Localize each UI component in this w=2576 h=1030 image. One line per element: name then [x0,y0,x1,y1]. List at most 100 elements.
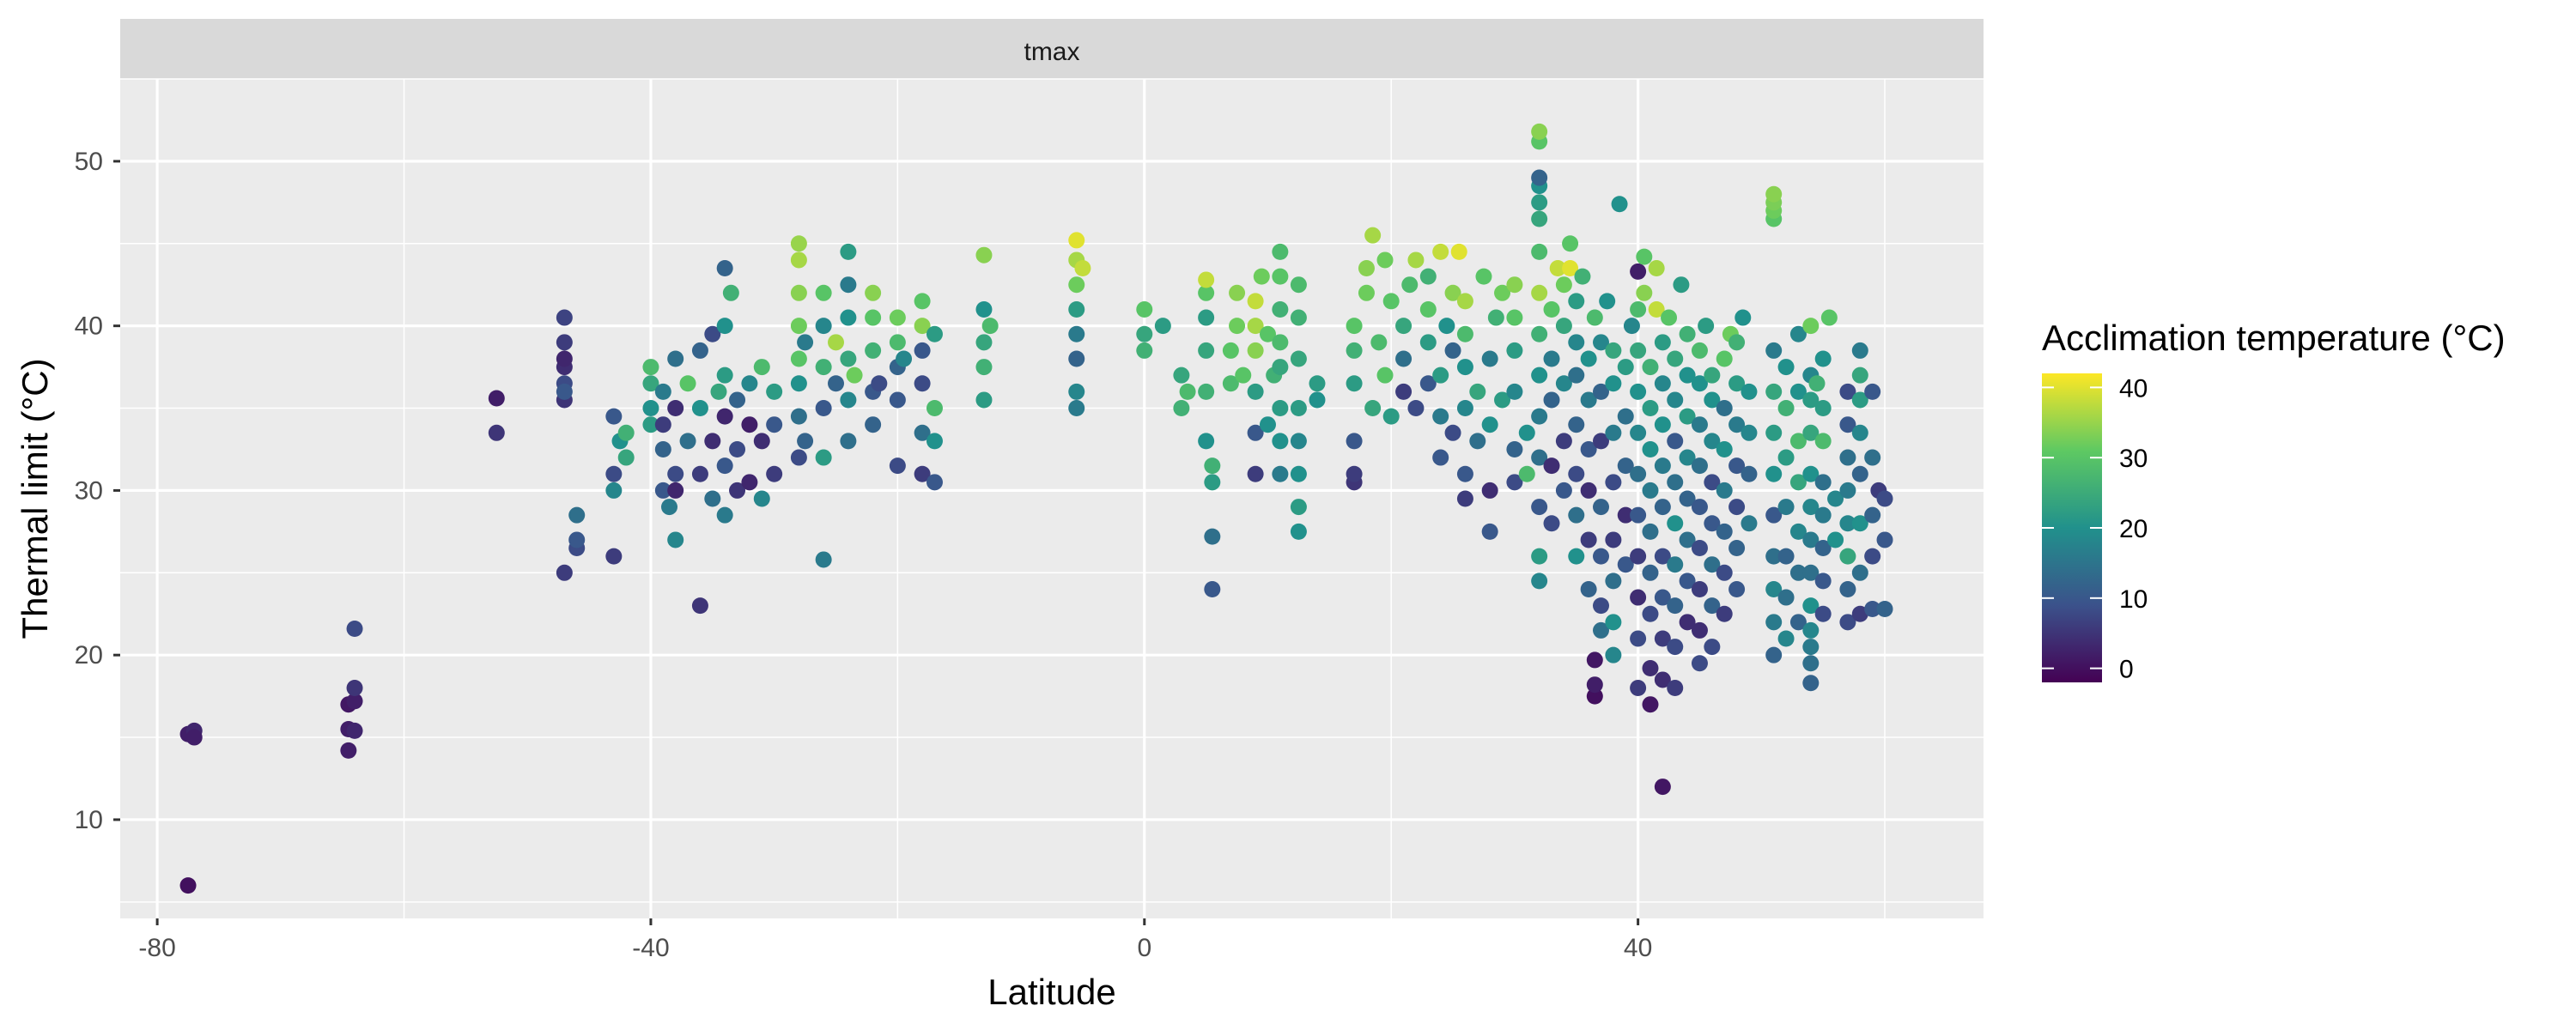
data-point [1851,515,1868,532]
data-point [1630,342,1647,359]
data-point [1741,465,1758,482]
data-point [1679,325,1696,342]
data-point [1346,342,1363,359]
data-point [1555,433,1572,450]
data-point [667,350,684,367]
data-point [1802,675,1820,692]
data-point [1136,325,1153,342]
data-point [1630,589,1647,606]
data-point [1568,293,1585,310]
data-point [1827,490,1844,507]
strip-background [120,19,1984,79]
data-point [605,465,623,482]
data-point [753,433,770,450]
data-point [1617,359,1634,376]
data-points [179,123,1893,894]
data-point [1777,359,1795,376]
data-point [1068,400,1085,417]
data-point [642,375,659,392]
data-point [1543,515,1560,532]
data-point [1802,391,1820,409]
data-point [1642,605,1659,622]
data-point [1789,564,1807,581]
data-point [1593,548,1610,565]
data-point [1593,433,1610,450]
data-point [975,246,993,264]
data-point [1814,400,1832,417]
data-point [896,350,913,367]
grid-lines [120,78,1984,918]
data-point [828,334,845,351]
data-point [1642,660,1659,677]
data-point [1568,465,1585,482]
legend-tick-label: 20 [2119,515,2148,543]
data-point [766,416,783,433]
data-point [1704,639,1721,656]
data-point [1839,580,1856,597]
data-point [1376,251,1394,269]
data-point [1444,284,1461,301]
data-point [716,408,733,425]
data-point [1419,268,1437,285]
data-point [1580,350,1597,367]
data-point [691,400,708,417]
data-point [1506,342,1523,359]
data-point [1851,605,1868,622]
data-point [1136,300,1153,318]
data-point [1376,367,1394,384]
data-point [1290,499,1307,516]
data-point [1272,359,1289,376]
data-point [889,334,906,351]
data-point [1667,680,1684,697]
plot-panel [120,79,1984,918]
data-point [1506,440,1523,457]
legend-tick-label: 10 [2119,585,2148,614]
data-point [790,284,807,301]
data-point [1364,227,1382,244]
y-tick-label: 50 [75,148,103,176]
axes: -80 -40 0 40 10 20 30 40 50 [75,148,1653,962]
data-point [1068,276,1085,294]
data-point [1691,621,1708,639]
data-point [1580,391,1597,409]
data-point [1494,391,1511,409]
y-tick-label: 20 [75,641,103,670]
data-point [1777,630,1795,647]
data-point [1691,416,1708,433]
data-point [1777,589,1795,606]
data-point [1456,359,1473,376]
data-point [1667,556,1684,573]
data-point [1204,474,1221,491]
legend-tick-label: 0 [2119,656,2134,684]
data-point [1290,433,1307,450]
data-point [667,531,684,548]
data-point [1198,284,1215,301]
data-point [1432,243,1449,260]
data-point [1630,300,1647,318]
data-point [914,465,931,482]
data-point [1642,482,1659,499]
data-point [1346,433,1363,450]
data-point [1068,350,1085,367]
data-point [1382,293,1400,310]
data-point [1173,367,1190,384]
data-point [1068,300,1085,318]
data-point [1456,490,1473,507]
data-point [1555,276,1572,294]
data-point [790,318,807,335]
data-point [1531,449,1548,466]
data-point [1716,523,1733,540]
data-point [1661,309,1678,326]
data-point [1777,499,1795,516]
data-point [1704,556,1721,573]
data-point [1179,383,1196,400]
data-point [667,482,684,499]
data-point [1481,416,1498,433]
data-point [1691,580,1708,597]
data-point [1728,457,1746,475]
data-point [1728,375,1746,392]
data-point [1568,416,1585,433]
data-point [1370,334,1388,351]
data-point [1272,300,1289,318]
data-point [1346,465,1363,482]
